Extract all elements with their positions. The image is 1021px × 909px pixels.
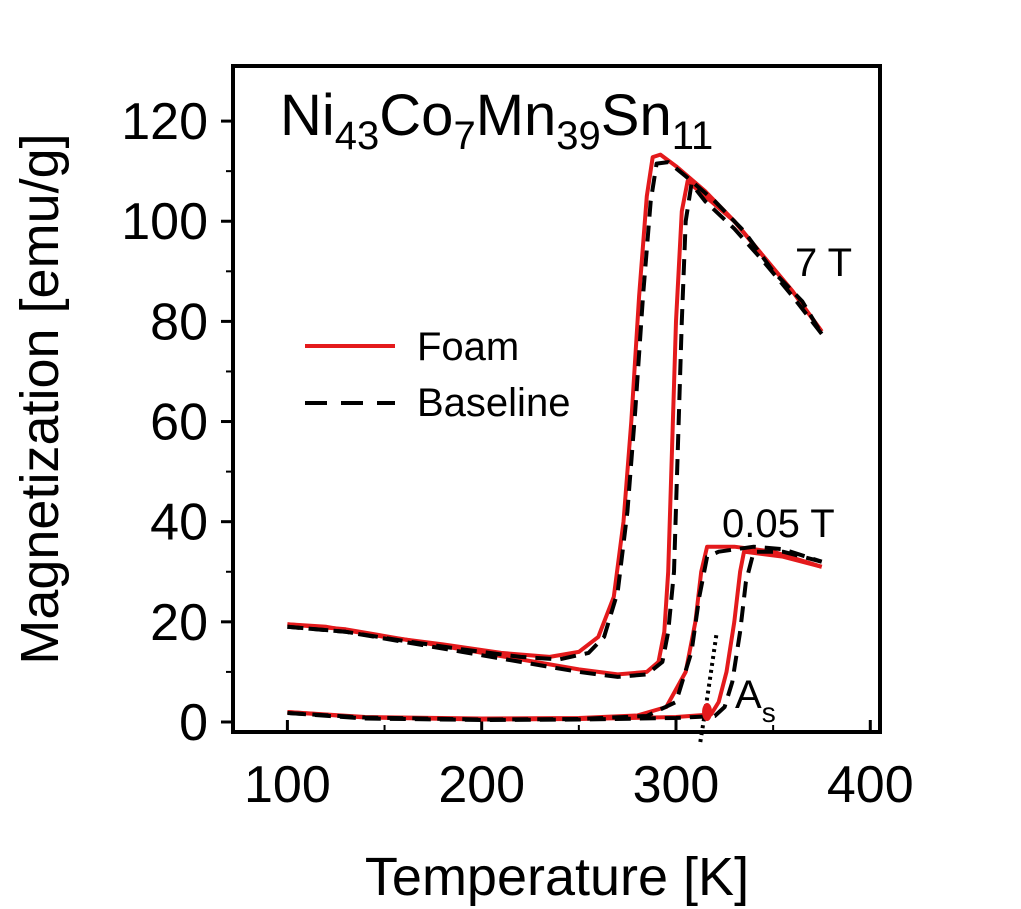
chart-title: Ni43Co7Mn39Sn11 [280,83,713,158]
tick-group: 100 200 300 400 0 20 40 60 80 100 120 [121,93,913,814]
legend-label-foam: Foam [417,325,519,369]
foam-curve [287,549,823,722]
baseline-curve [287,544,823,722]
x-tick-label: 400 [827,756,914,814]
legend-label-baseline: Baseline [417,381,570,425]
y-tick-label: 40 [150,494,208,552]
as-point-marker [702,702,713,721]
title-subscript: 11 [672,114,714,158]
baseline-curve [287,549,823,722]
x-tick-label: 100 [244,756,331,814]
baseline-curve [287,160,824,662]
baseline-curve [287,181,824,679]
y-tick-label: 60 [150,394,208,452]
title-element: Ni [280,83,335,148]
title-element: Mn [476,83,557,148]
annotation-7t: 7 T [795,241,852,285]
title-subscript: 43 [335,114,380,158]
onset-marker-group [698,631,719,743]
x-axis-title: Temperature [K] [365,847,749,907]
y-tick-label: 120 [121,93,208,151]
annotation-0-05t: 0.05 T [722,502,835,546]
x-tick-label: 200 [438,756,525,814]
x-tick-label: 300 [633,756,720,814]
title-subscript: 7 [453,114,475,158]
title-element: Sn [601,83,672,148]
annotation-as: As [735,673,776,728]
y-axis-title: Magnetization [emu/g] [10,133,70,664]
y-tick-label: 20 [150,594,208,652]
y-tick-label: 80 [150,293,208,351]
series-group [287,152,824,722]
title-subscript: 39 [556,114,601,158]
y-tick-label: 0 [179,694,208,752]
plot-frame [231,64,882,734]
as-tangent-line [698,631,719,743]
y-tick-label: 100 [121,193,208,251]
foam-curve [287,179,824,677]
title-element: Co [379,83,453,148]
legend: Foam Baseline [305,325,570,425]
